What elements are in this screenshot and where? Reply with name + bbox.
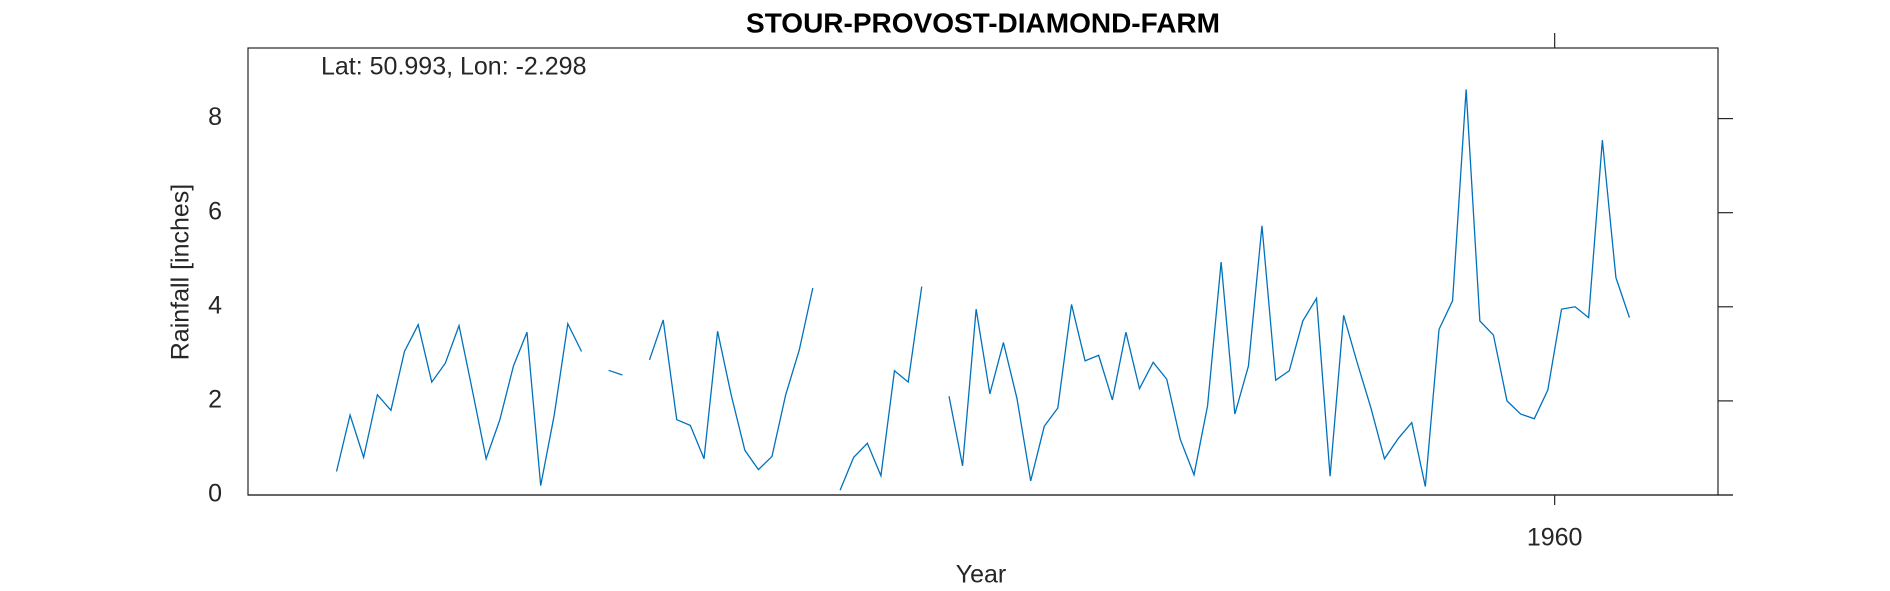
- plot-frame: [247, 47, 1719, 496]
- y-tick-label: 4: [208, 291, 222, 319]
- x-axis-label: Year: [956, 561, 1007, 589]
- y-tick-label: 6: [208, 197, 222, 225]
- y-tick-label: 2: [208, 386, 222, 414]
- annotation: Lat: 50.993, Lon: -2.298: [321, 53, 587, 81]
- data-line: [335, 89, 1631, 491]
- chart-title: STOUR-PROVOST-DIAMOND-FARM: [746, 7, 1220, 38]
- y-tick-label: 8: [208, 103, 222, 131]
- x-tick-label: 1960: [1527, 524, 1583, 552]
- y-axis-label: Rainfall [inches]: [167, 184, 195, 360]
- y-tick-label: 0: [208, 480, 222, 508]
